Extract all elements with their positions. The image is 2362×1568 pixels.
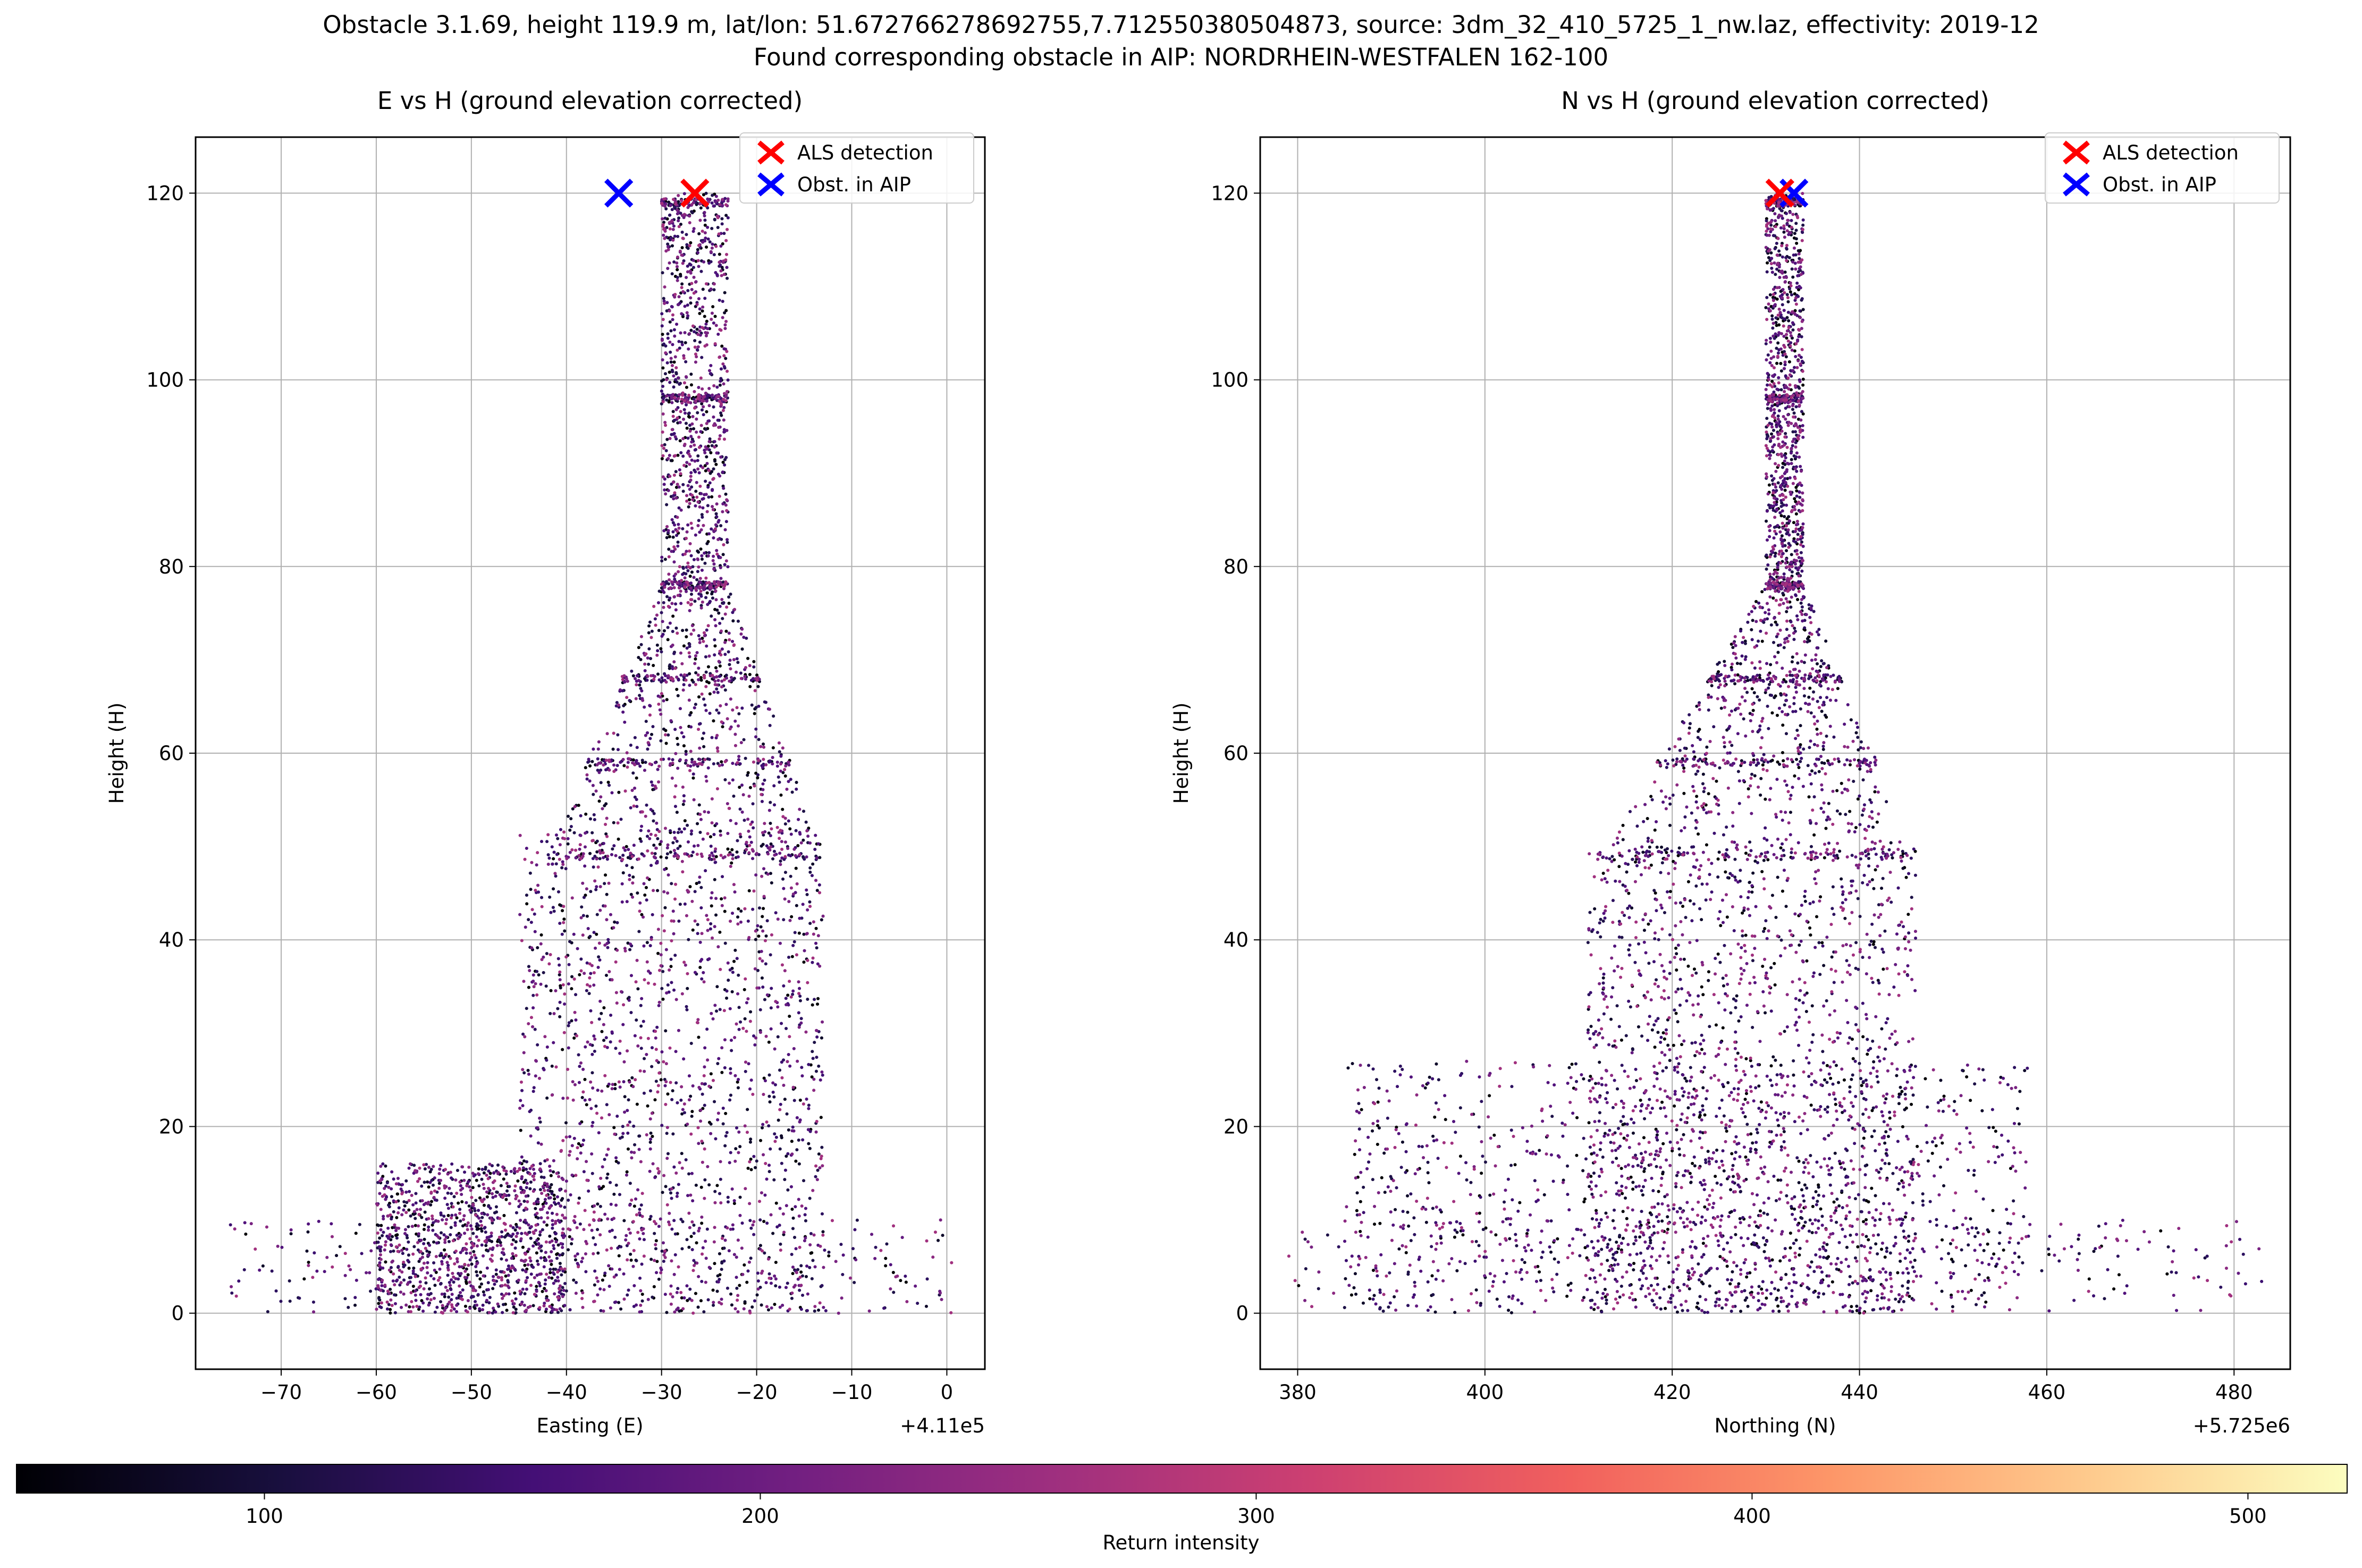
als-marker — [680, 179, 710, 208]
colorbar-tick-label: 400 — [1733, 1505, 1771, 1528]
legend-als-marker-e-vs-h — [757, 140, 784, 165]
x-tick-label: 0 — [941, 1381, 954, 1404]
aip-marker — [604, 179, 634, 208]
point-cloud-layer — [1343, 196, 2198, 1313]
y-tick-label: 40 — [1224, 929, 1249, 951]
x-tick-label: −50 — [451, 1381, 492, 1404]
y-tick-label: 120 — [1211, 182, 1249, 205]
scatter-points-e-vs-h — [229, 191, 954, 1315]
panel-n-vs-h: N vs H (ground elevation corrected) 380 4… — [1170, 87, 2291, 1437]
colorbar-tick-label: 200 — [741, 1505, 779, 1528]
y-tick-label: 120 — [146, 182, 184, 205]
x-ticks-e-vs-h: −70 −60 −50 −40 −30 −20 −10 0 — [260, 1369, 953, 1404]
point-cloud-layer — [229, 197, 907, 1314]
y-tick-label: 100 — [1211, 369, 1249, 392]
legend-label-als-n-vs-h: ALS detection — [2103, 141, 2239, 164]
x-tick-label: 420 — [1654, 1381, 1691, 1404]
x-tick-label: 400 — [1466, 1381, 1504, 1404]
legend-label-als-e-vs-h: ALS detection — [797, 141, 933, 164]
colorbar-ticks: 100 200 300 400 500 — [246, 1493, 2267, 1528]
y-axis-label-n-vs-h: Height (H) — [1170, 703, 1193, 804]
point-cloud-layer — [233, 193, 935, 1314]
markers-e-vs-h — [604, 179, 710, 208]
x-offset-label-n-vs-h: +5.725e6 — [2193, 1414, 2290, 1437]
x-tick-label: 460 — [2028, 1381, 2066, 1404]
y-tick-label: 20 — [1224, 1115, 1249, 1138]
x-tick-label: 440 — [1841, 1381, 1878, 1404]
colorbar-tick-label: 100 — [246, 1505, 283, 1528]
y-tick-label: 20 — [159, 1115, 184, 1138]
x-axis-label-n-vs-h: Northing (N) — [1714, 1414, 1836, 1437]
x-axis-label-e-vs-h: Easting (E) — [536, 1414, 643, 1437]
point-cloud-layer — [1344, 198, 2264, 1314]
markers-n-vs-h — [1765, 179, 1809, 208]
y-ticks-n-vs-h: 0 20 40 60 80 100 120 — [1211, 182, 1260, 1325]
colorbar-tick-label: 500 — [2229, 1505, 2267, 1528]
point-cloud-layer — [1344, 194, 2096, 1314]
legend-als-marker-n-vs-h — [2063, 140, 2090, 165]
panel-e-vs-h: E vs H (ground elevation corrected) −70−… — [105, 87, 986, 1437]
point-cloud-layer — [230, 197, 943, 1315]
y-tick-label: 0 — [1236, 1302, 1249, 1325]
colorbar-gradient — [16, 1464, 2348, 1494]
legend-aip-marker-n-vs-h — [2063, 172, 2090, 197]
point-cloud-layer — [261, 200, 944, 1314]
grid-e-vs-h — [196, 137, 985, 1369]
y-tick-label: 80 — [159, 555, 184, 578]
point-cloud-layer — [1287, 198, 2233, 1315]
x-tick-label: −70 — [260, 1381, 302, 1404]
y-tick-label: 40 — [159, 929, 184, 951]
legend-n-vs-h: ALS detection Obst. in AIP — [2045, 132, 2280, 204]
x-ticks-n-vs-h: 380 400 420 440 460 480 — [1279, 1369, 2253, 1404]
x-tick-label: −20 — [736, 1381, 778, 1404]
x-tick-label: 380 — [1279, 1381, 1317, 1404]
x-offset-label-e-vs-h: +4.11e5 — [900, 1414, 985, 1437]
colorbar-label: Return intensity — [1103, 1531, 1260, 1554]
panel-title-e-vs-h: E vs H (ground elevation corrected) — [377, 87, 803, 115]
panel-title-n-vs-h: N vs H (ground elevation corrected) — [1561, 87, 1989, 115]
point-cloud-layer — [1337, 195, 2245, 1314]
scatter-points-n-vs-h — [1287, 191, 2264, 1315]
y-ticks-e-vs-h: 0 20 40 60 80 100 120 — [146, 182, 196, 1325]
y-axis-label-e-vs-h: Height (H) — [105, 703, 128, 804]
figure-subtitle: Found corresponding obstacle in AIP: NOR… — [754, 43, 1608, 71]
y-tick-label: 80 — [1224, 555, 1249, 578]
x-tick-label: −10 — [831, 1381, 872, 1404]
y-tick-label: 100 — [146, 369, 184, 392]
y-tick-label: 60 — [159, 742, 184, 765]
x-tick-label: −40 — [546, 1381, 587, 1404]
legend-e-vs-h: ALS detection Obst. in AIP — [739, 132, 974, 204]
figure-title: Obstacle 3.1.69, height 119.9 m, lat/lon… — [323, 11, 2039, 39]
colorbar-tick-label: 300 — [1237, 1505, 1275, 1528]
x-tick-label: −30 — [641, 1381, 682, 1404]
colorbar: 100 200 300 400 500 Return intensity — [16, 1464, 2348, 1554]
y-tick-label: 60 — [1224, 742, 1249, 765]
x-tick-label: 480 — [2215, 1381, 2253, 1404]
point-cloud-layer — [1297, 197, 2169, 1315]
als-marker — [1765, 179, 1794, 208]
x-tick-label: −60 — [356, 1381, 397, 1404]
grid-n-vs-h — [1260, 137, 2290, 1369]
y-tick-label: 0 — [171, 1302, 184, 1325]
point-cloud-layer — [234, 197, 954, 1315]
legend-label-aip-n-vs-h: Obst. in AIP — [2103, 173, 2216, 196]
point-cloud-layer — [289, 195, 942, 1314]
legend-aip-marker-e-vs-h — [757, 172, 784, 197]
point-cloud-layer — [1301, 192, 2228, 1313]
legend-label-aip-e-vs-h: Obst. in AIP — [797, 173, 911, 196]
